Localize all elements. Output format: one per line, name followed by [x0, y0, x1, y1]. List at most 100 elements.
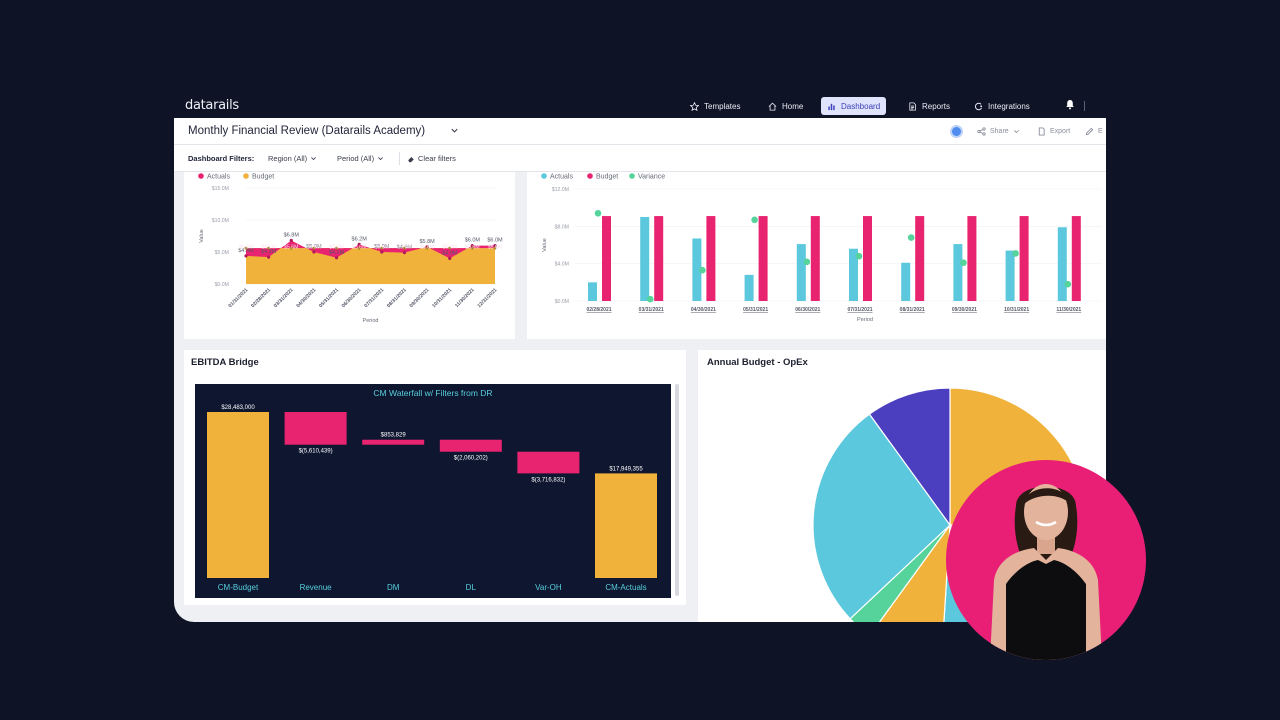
variance-point	[960, 259, 967, 267]
dashboard-app: Monthly Financial Review (Datarails Acad…	[174, 118, 1106, 622]
sync-status-icon[interactable]	[950, 125, 963, 138]
export-button[interactable]: Export	[1037, 127, 1070, 136]
datarails-logo[interactable]: datarails	[185, 98, 239, 113]
actuals-budget-variance-bar-chart: Actuals Budget Variance $12.0M $8.0M $4.0M $0.…	[541, 173, 1102, 323]
budget-point	[470, 246, 474, 250]
waterfall-background	[195, 384, 671, 598]
nav-label: Integrations	[988, 101, 1030, 111]
legend-label: Actuals	[550, 174, 573, 181]
actuals-budget-variance-panel: Actuals Budget Variance $12.0M $8.0M $4.0M $0.…	[527, 172, 1106, 339]
actuals-data-label: $6.0M	[465, 238, 481, 244]
budget-bar	[758, 216, 768, 301]
budget-point	[380, 246, 384, 250]
x-axis-label: Period	[857, 317, 873, 323]
x-tick-label: 04/30/2021	[691, 307, 716, 313]
x-tick-label: 09/30/2021	[409, 287, 431, 309]
chevron-down-icon	[378, 157, 383, 161]
filters-label: Dashboard Filters:	[188, 154, 255, 163]
period-filter-dropdown[interactable]: Period (All)	[337, 154, 384, 163]
actuals-vs-budget-area-chart: Actuals Budget $15.0M $10.0M $5.0M $0.0M Value…	[198, 173, 503, 324]
budget-data-label: $5.6M	[465, 245, 479, 251]
actuals-bar	[796, 244, 806, 301]
actuals-area	[246, 240, 495, 259]
clear-filters-button[interactable]: Clear filters	[407, 154, 456, 163]
pie-slice	[812, 413, 951, 620]
x-tick-label: 07/31/2021	[363, 287, 385, 309]
actuals-point	[470, 244, 474, 248]
actuals-point	[289, 238, 293, 243]
nav-reports[interactable]: Reports	[902, 97, 956, 115]
y-tick-label: $5.0M	[215, 250, 229, 256]
budget-point	[289, 246, 293, 250]
y-tick-label: $12.0M	[552, 187, 569, 193]
budget-data-label: $5.6M	[307, 245, 321, 251]
actuals-point	[448, 256, 452, 260]
nav-integrations[interactable]: Integrations	[968, 97, 1036, 115]
budget-data-label: $5.6M	[329, 245, 343, 251]
vertical-scrollbar[interactable]	[675, 384, 679, 596]
clear-filters-label: Clear filters	[418, 154, 456, 163]
nav-home[interactable]: Home	[762, 97, 809, 115]
variance-point	[855, 252, 863, 260]
x-tick-label: 04/30/2021	[295, 287, 317, 309]
presenter-avatar	[990, 484, 1102, 660]
legend-label: Actuals	[207, 174, 230, 181]
budget-point	[244, 246, 248, 250]
top-navigation: datarails Templates Home Dashboard Repor…	[174, 94, 1106, 118]
budget-data-label: $5.6M	[488, 245, 502, 251]
page-title: Monthly Financial Review (Datarails Acad…	[188, 125, 426, 137]
budget-point	[425, 246, 429, 250]
budget-area	[246, 248, 495, 284]
filter-divider	[399, 152, 400, 165]
period-filter-value: Period (All)	[337, 154, 375, 163]
actuals-data-label: $4.1M	[329, 250, 345, 256]
budget-bar	[706, 216, 716, 301]
x-tick-label: 10/31/2021	[1004, 307, 1029, 313]
dashboard-filters-bar: Dashboard Filters: Region (All) Period (…	[174, 145, 1106, 172]
budget-data-label: $5.6M	[397, 245, 411, 251]
budget-point	[335, 246, 338, 250]
actuals-data-label: $5.8M	[419, 239, 435, 245]
budget-point	[448, 246, 452, 250]
title-bar: Monthly Financial Review (Datarails Acad…	[174, 118, 1106, 145]
actuals-point	[334, 256, 339, 260]
waterfall-data-label: $(5,610,439)	[299, 449, 333, 455]
budget-data-label: $5.6M	[261, 245, 275, 251]
waterfall-category-label: DL	[466, 583, 477, 592]
actuals-data-label: $4.0M	[442, 250, 458, 256]
actuals-point	[380, 250, 384, 254]
budget-bar	[1019, 216, 1029, 301]
edit-button[interactable]: E	[1085, 127, 1103, 136]
x-tick-label: 01/31/2021	[227, 287, 249, 309]
integrations-icon	[974, 102, 983, 110]
nav-dashboard[interactable]: Dashboard	[821, 97, 887, 115]
x-tick-label: 06/30/2021	[341, 287, 363, 309]
export-label: Export	[1050, 128, 1071, 135]
nav-templates[interactable]: Templates	[684, 97, 746, 115]
pie-slice	[868, 387, 951, 527]
x-tick-label: 03/31/2021	[639, 307, 664, 313]
waterfall-title: CM Waterfall w/ Filters from DR	[373, 388, 492, 398]
chevron-down-icon	[1013, 130, 1019, 134]
actuals-data-label: $6.8M	[284, 232, 300, 238]
x-tick-label: 02/28/2021	[586, 307, 611, 313]
y-tick-label: $15.0M	[212, 186, 229, 192]
budget-bar	[915, 216, 925, 301]
waterfall-category-label: DM	[387, 583, 400, 592]
variance-point	[594, 209, 602, 217]
bell-icon[interactable]	[1065, 99, 1075, 110]
y-tick-label: $10.0M	[212, 218, 229, 224]
presenter-video-overlay	[946, 460, 1146, 660]
actuals-point	[267, 255, 271, 259]
share-button[interactable]: Share	[977, 127, 1020, 136]
x-tick-label: 12/31/2021	[476, 287, 498, 309]
region-filter-dropdown[interactable]: Region (All)	[268, 154, 317, 163]
waterfall-data-label: $28,483,000	[221, 405, 255, 411]
y-axis-label: Value	[542, 238, 548, 252]
x-tick-label: 08/31/2021	[386, 287, 408, 309]
actuals-vs-budget-area-panel: Actuals Budget $15.0M $10.0M $5.0M $0.0M Value…	[184, 172, 515, 339]
y-tick-label: $4.0M	[555, 262, 569, 268]
chevron-down-icon[interactable]	[450, 126, 459, 135]
actuals-bar	[1005, 250, 1015, 301]
legend-swatch	[198, 173, 204, 179]
